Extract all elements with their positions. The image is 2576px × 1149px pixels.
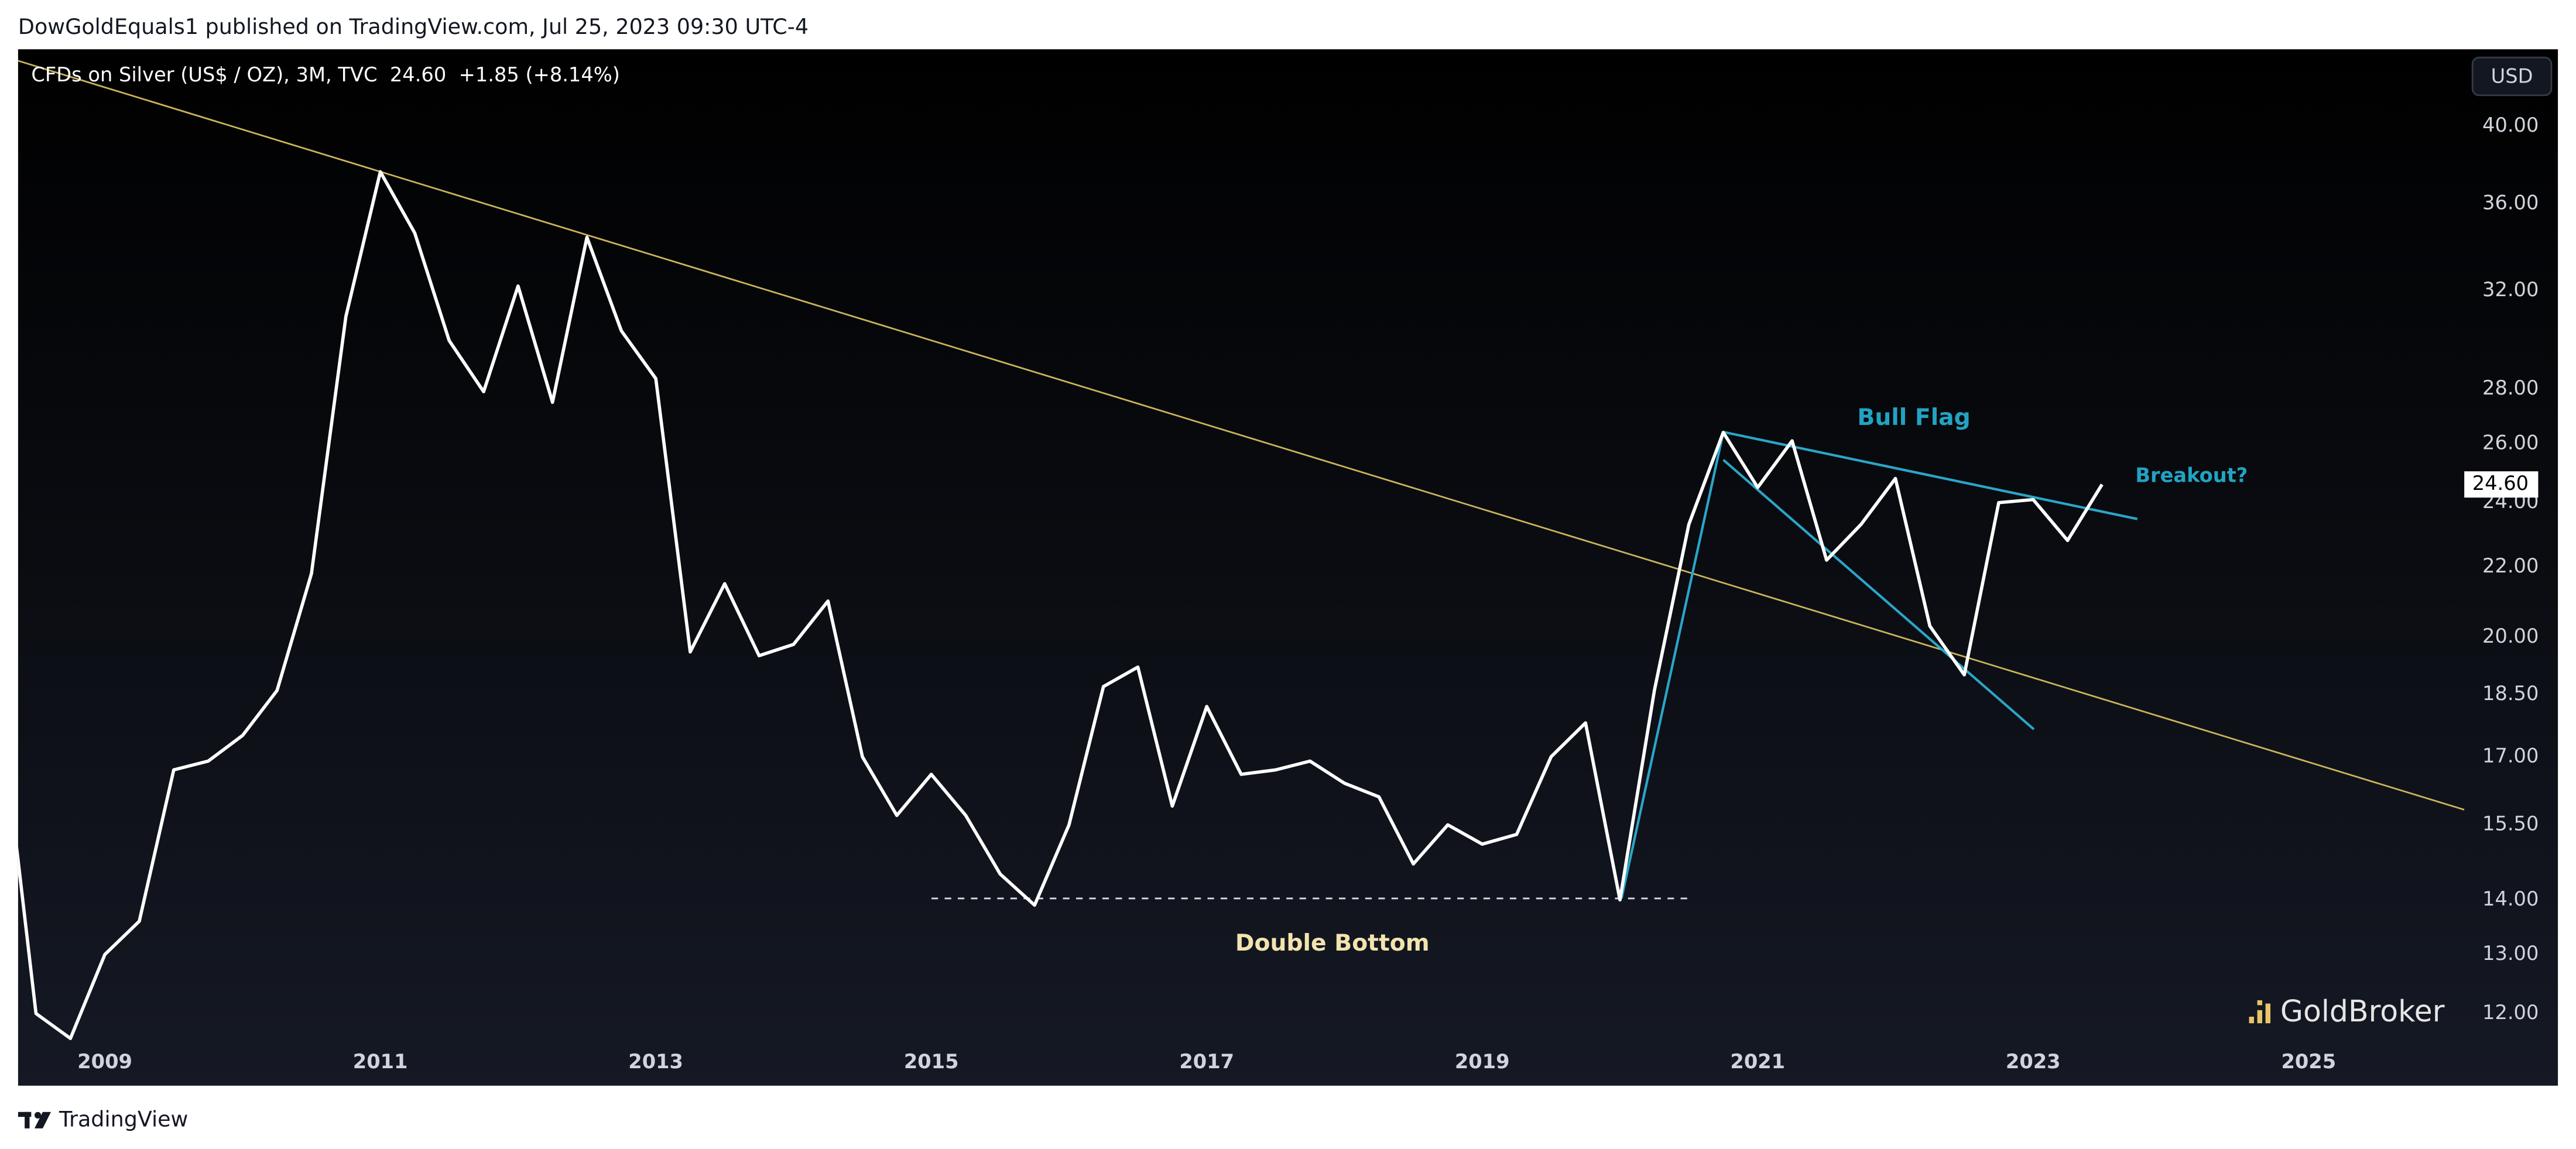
- currency-button[interactable]: [2471, 56, 2553, 97]
- trend-line: [18, 60, 2465, 811]
- x-tick-label: 2021: [1730, 1050, 1785, 1073]
- y-tick-label: 15.50: [2482, 812, 2539, 835]
- chart-panel: [18, 49, 2558, 1086]
- change: +1.85: [459, 63, 519, 86]
- x-tick-label: 2015: [904, 1050, 959, 1073]
- y-tick-label: 20.00: [2482, 625, 2539, 647]
- last-price: 24.60: [390, 63, 446, 86]
- symbol: CFDs on Silver (US$ / OZ), 3M, TVC: [31, 63, 377, 86]
- annotation: Breakout?: [2135, 464, 2248, 486]
- y-tick-label: 28.00: [2482, 376, 2539, 399]
- x-tick-label: 2017: [1179, 1050, 1234, 1073]
- plot-area: [18, 60, 2465, 1040]
- annotation: Double Bottom: [1235, 930, 1430, 956]
- footer-logo: [18, 1112, 52, 1129]
- y-tick-label: 26.00: [2482, 431, 2539, 454]
- y-tick-label: 17.00: [2482, 744, 2539, 767]
- y-tick-label: 12.00: [2482, 1001, 2539, 1024]
- change-percent: (+8.14%): [525, 63, 619, 86]
- y-tick-label: 14.00: [2482, 887, 2539, 910]
- y-tick-label: 18.50: [2482, 682, 2539, 705]
- y-tick-label: 13.00: [2482, 942, 2539, 965]
- y-tick-label: 32.00: [2482, 278, 2539, 301]
- x-tick-label: 2011: [353, 1050, 408, 1073]
- flag-lower: [1722, 459, 2035, 730]
- publish-header: DowGoldEquals1 published on TradingView.…: [18, 14, 809, 39]
- y-tick-label: 22.00: [2482, 554, 2539, 577]
- last-price-label: 24.60: [2472, 472, 2529, 495]
- y-tick-label: 40.00: [2482, 114, 2539, 136]
- last-price-box: [2464, 471, 2539, 498]
- symbol-legend: CFDs on Silver (US$ / OZ), 3M, TVC 24.60…: [31, 63, 620, 86]
- x-tick-label: 2025: [2281, 1050, 2336, 1073]
- currency-label[interactable]: USD: [2491, 64, 2533, 87]
- y-tick-label: 36.00: [2482, 191, 2539, 214]
- price-line: [18, 170, 2104, 1040]
- annotation: Bull Flag: [1857, 404, 1970, 431]
- x-tick-label: 2009: [77, 1050, 132, 1073]
- flag-pole: [1620, 431, 1725, 899]
- footer-brand: TradingView: [59, 1106, 188, 1131]
- x-tick-label: 2013: [628, 1050, 683, 1073]
- x-tick-label: 2023: [2006, 1050, 2061, 1073]
- x-tick-label: 2019: [1455, 1050, 1510, 1073]
- watermark-logo: [2249, 1000, 2271, 1024]
- watermark: GoldBroker: [2280, 994, 2445, 1028]
